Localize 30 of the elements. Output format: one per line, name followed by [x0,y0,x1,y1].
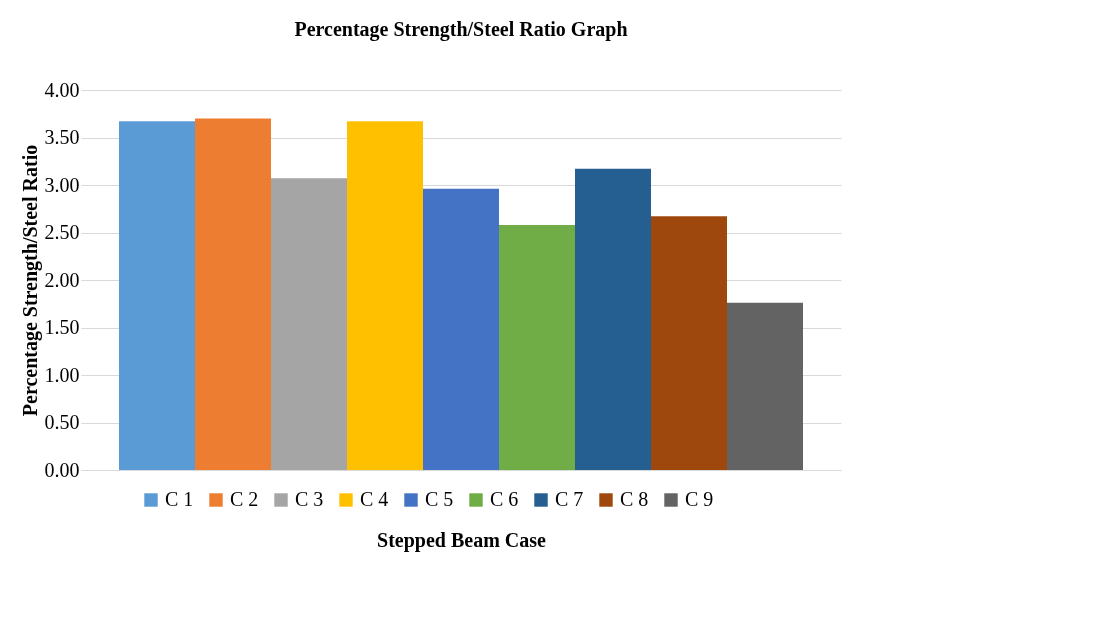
y-tick-label: 1.00 [44,363,80,386]
x-axis-title: Stepped Beam Case [377,528,547,552]
y-tick-label: 1.50 [44,316,80,338]
legend-label: C 6 [490,488,519,510]
legend-label: C 1 [165,488,194,510]
legend-label: C 9 [685,488,714,510]
y-tick-label: 0.00 [44,458,80,481]
bar [195,118,271,470]
legend-label: C 2 [230,488,259,510]
legend-label: C 4 [360,488,389,510]
bar [347,121,423,470]
bar [575,168,651,470]
legend-label: C 3 [295,488,324,510]
y-tick-label: 2.00 [44,268,80,291]
y-tick-label: 3.00 [44,173,80,196]
bar [727,302,803,470]
bar [423,188,499,470]
bar [651,216,727,470]
bar [271,178,347,470]
bar [119,121,195,470]
legend-label: C 8 [620,488,649,510]
y-tick-label: 2.50 [44,221,80,243]
bar [499,224,575,470]
y-tick-label: 3.50 [44,126,80,148]
chart-title: Percentage Strength/Steel Ratio Graph [294,18,628,41]
legend-label: C 5 [425,488,454,510]
y-tick-label: 0.50 [44,411,80,433]
y-tick-label: 4.00 [44,78,80,101]
y-axis-title: Percentage Strength/Steel Ratio [18,144,42,417]
legend-label: C 7 [555,488,584,510]
